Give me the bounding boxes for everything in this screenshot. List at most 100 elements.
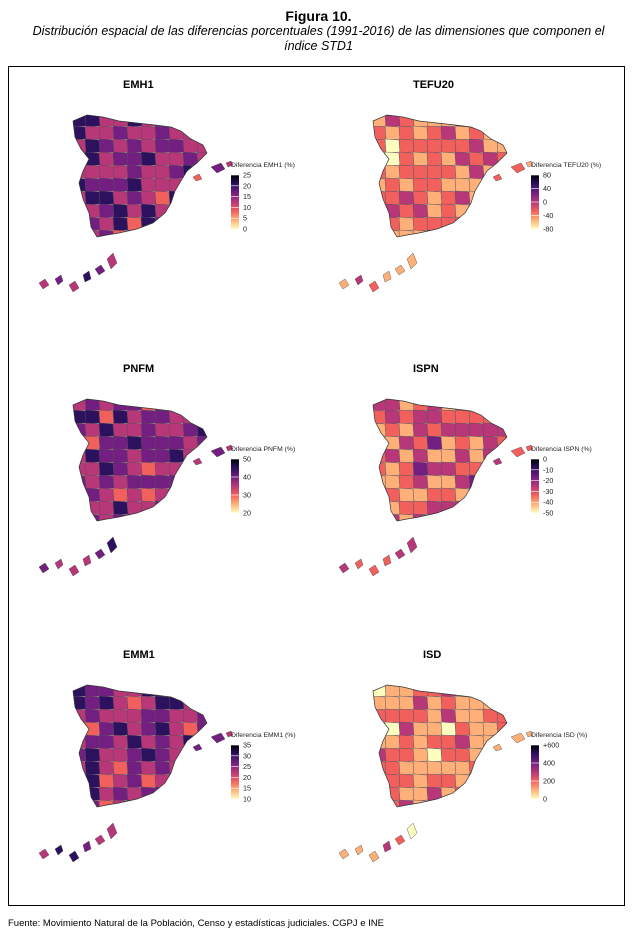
province-region <box>412 409 429 425</box>
province-region <box>412 151 429 167</box>
island-region <box>354 274 364 286</box>
province-region <box>426 448 443 464</box>
province-region <box>468 399 485 412</box>
province-region <box>454 448 471 464</box>
legend-tick-label: 200 <box>543 777 555 786</box>
province-region <box>496 409 507 425</box>
province-region <box>182 409 199 425</box>
province-region <box>98 500 115 516</box>
province-region <box>98 229 115 237</box>
legend-tick-label: 80 <box>543 171 551 180</box>
province-region <box>398 229 415 237</box>
province-region <box>154 747 171 763</box>
province-region <box>511 683 526 697</box>
province-region <box>454 409 471 425</box>
province-region <box>98 773 115 789</box>
province-region <box>496 138 507 154</box>
province-region <box>140 773 157 789</box>
province-region <box>196 435 207 451</box>
province-region <box>182 513 199 521</box>
province-region <box>126 799 143 807</box>
province-region <box>98 203 115 219</box>
province-region <box>398 125 415 141</box>
province-region <box>112 151 129 167</box>
province-region <box>140 164 157 180</box>
island-region <box>368 850 380 863</box>
province-region <box>496 708 507 724</box>
province-region <box>496 190 507 206</box>
province-region <box>126 151 143 167</box>
province-region <box>426 164 443 180</box>
province-region <box>511 191 526 205</box>
province-region <box>196 190 207 206</box>
province-region <box>154 203 171 219</box>
province-region <box>482 229 499 237</box>
province-region <box>154 461 171 477</box>
legend-title: Diferencia PNFM (%) <box>231 446 295 453</box>
province-region <box>440 190 457 206</box>
province-region <box>98 115 115 128</box>
map-panel-emh1: EMH1 Diferencia EMH1 (%) 25 20 15 10 5 0 <box>21 79 321 349</box>
island-region <box>510 446 526 458</box>
province-region <box>426 747 443 763</box>
province-region <box>398 487 415 503</box>
island-region <box>54 274 64 286</box>
province-region <box>73 151 87 167</box>
province-region <box>140 435 157 451</box>
province-region <box>426 138 443 154</box>
province-region <box>211 488 226 502</box>
island-region <box>192 173 203 182</box>
province-region <box>373 773 387 789</box>
province-region <box>73 190 87 206</box>
province-region <box>182 695 199 711</box>
province-region <box>98 435 115 451</box>
choropleth-map: Diferencia TEFU20 (%) 80 40 0 -40 -80 <box>338 114 601 293</box>
province-region <box>426 487 443 503</box>
province-region <box>126 487 143 503</box>
province-region <box>196 500 207 516</box>
panel-title: TEFU20 <box>413 79 454 91</box>
legend-colorbar <box>231 175 239 229</box>
province-region <box>398 448 415 464</box>
province-region <box>511 475 526 489</box>
province-region <box>211 787 226 801</box>
province-region <box>73 203 87 219</box>
province-region <box>168 409 185 425</box>
island-region <box>82 554 92 567</box>
province-region <box>373 151 387 167</box>
province-region <box>112 760 129 776</box>
province-region <box>182 125 199 141</box>
province-region <box>398 734 415 750</box>
province-region <box>398 685 415 698</box>
peninsula-outline <box>372 114 508 238</box>
province-region <box>373 422 387 438</box>
province-region <box>412 760 429 776</box>
legend-tick-label: 0 <box>543 198 547 207</box>
province-region <box>126 760 143 776</box>
province-region <box>373 487 387 503</box>
legend-tick-label: 15 <box>243 784 251 793</box>
province-region <box>211 761 226 775</box>
province-region <box>468 721 485 737</box>
province-region <box>426 399 443 412</box>
province-region <box>140 734 157 750</box>
province-region <box>412 461 429 477</box>
province-region <box>440 422 457 438</box>
island-region <box>68 280 80 293</box>
choropleth-map: Diferencia PNFM (%) 50 40 30 20 <box>38 398 295 577</box>
legend-colorbar <box>231 459 239 513</box>
province-region <box>168 203 185 219</box>
choropleth-map: Diferencia ISD (%) +600 400 200 0 <box>338 683 587 863</box>
province-region <box>398 708 415 724</box>
province-region <box>182 500 199 516</box>
province-region <box>98 151 115 167</box>
island-region <box>525 730 534 738</box>
province-region <box>126 399 143 412</box>
province-region <box>454 435 471 451</box>
province-region <box>168 513 185 521</box>
province-region <box>98 399 115 412</box>
province-region <box>454 115 471 128</box>
province-region <box>384 435 401 451</box>
province-region <box>496 786 507 802</box>
province-region <box>112 448 129 464</box>
